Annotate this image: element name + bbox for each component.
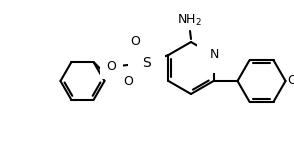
Text: NH$_2$: NH$_2$	[176, 13, 201, 28]
Text: S: S	[142, 56, 151, 70]
Text: O: O	[131, 35, 141, 48]
Text: N: N	[210, 48, 219, 61]
Text: O: O	[107, 59, 116, 73]
Text: O: O	[123, 75, 133, 88]
Text: Cl: Cl	[288, 75, 294, 87]
